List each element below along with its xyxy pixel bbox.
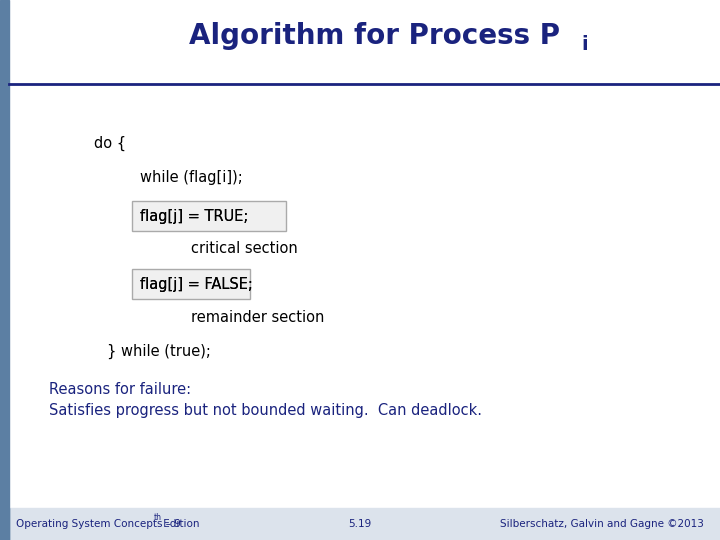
Text: Reasons for failure:: Reasons for failure:	[49, 382, 191, 397]
Bar	[9, 0, 720, 84]
Text: do {: do {	[94, 136, 126, 151]
FancyBboxPatch shape	[132, 269, 250, 299]
Bar	[0, 508, 9, 540]
Bar	[0, 0, 9, 540]
Text: Edition: Edition	[160, 519, 199, 529]
Text: flag[j] = FALSE;: flag[j] = FALSE;	[140, 277, 253, 292]
Text: flag[j] = TRUE;: flag[j] = TRUE;	[140, 208, 249, 224]
Text: while (flag[i]);: while (flag[i]);	[140, 170, 243, 185]
Text: Algorithm for Process P: Algorithm for Process P	[189, 23, 560, 50]
Text: 5.19: 5.19	[348, 519, 372, 529]
Text: Satisfies progress but not bounded waiting.  Can deadlock.: Satisfies progress but not bounded waiti…	[49, 403, 482, 418]
Text: Operating System Concepts – 9: Operating System Concepts – 9	[16, 519, 181, 529]
Bar	[0, 508, 720, 540]
Text: critical section: critical section	[191, 241, 297, 256]
FancyBboxPatch shape	[132, 201, 286, 231]
Text: flag[j] = TRUE;: flag[j] = TRUE;	[140, 208, 249, 224]
Text: i: i	[582, 35, 588, 54]
Text: th: th	[153, 513, 161, 522]
Text: flag[j] = FALSE;: flag[j] = FALSE;	[140, 277, 253, 292]
Text: } while (true);: } while (true);	[107, 343, 210, 359]
Text: Silberschatz, Galvin and Gagne ©2013: Silberschatz, Galvin and Gagne ©2013	[500, 519, 704, 529]
Text: remainder section: remainder section	[191, 310, 324, 325]
